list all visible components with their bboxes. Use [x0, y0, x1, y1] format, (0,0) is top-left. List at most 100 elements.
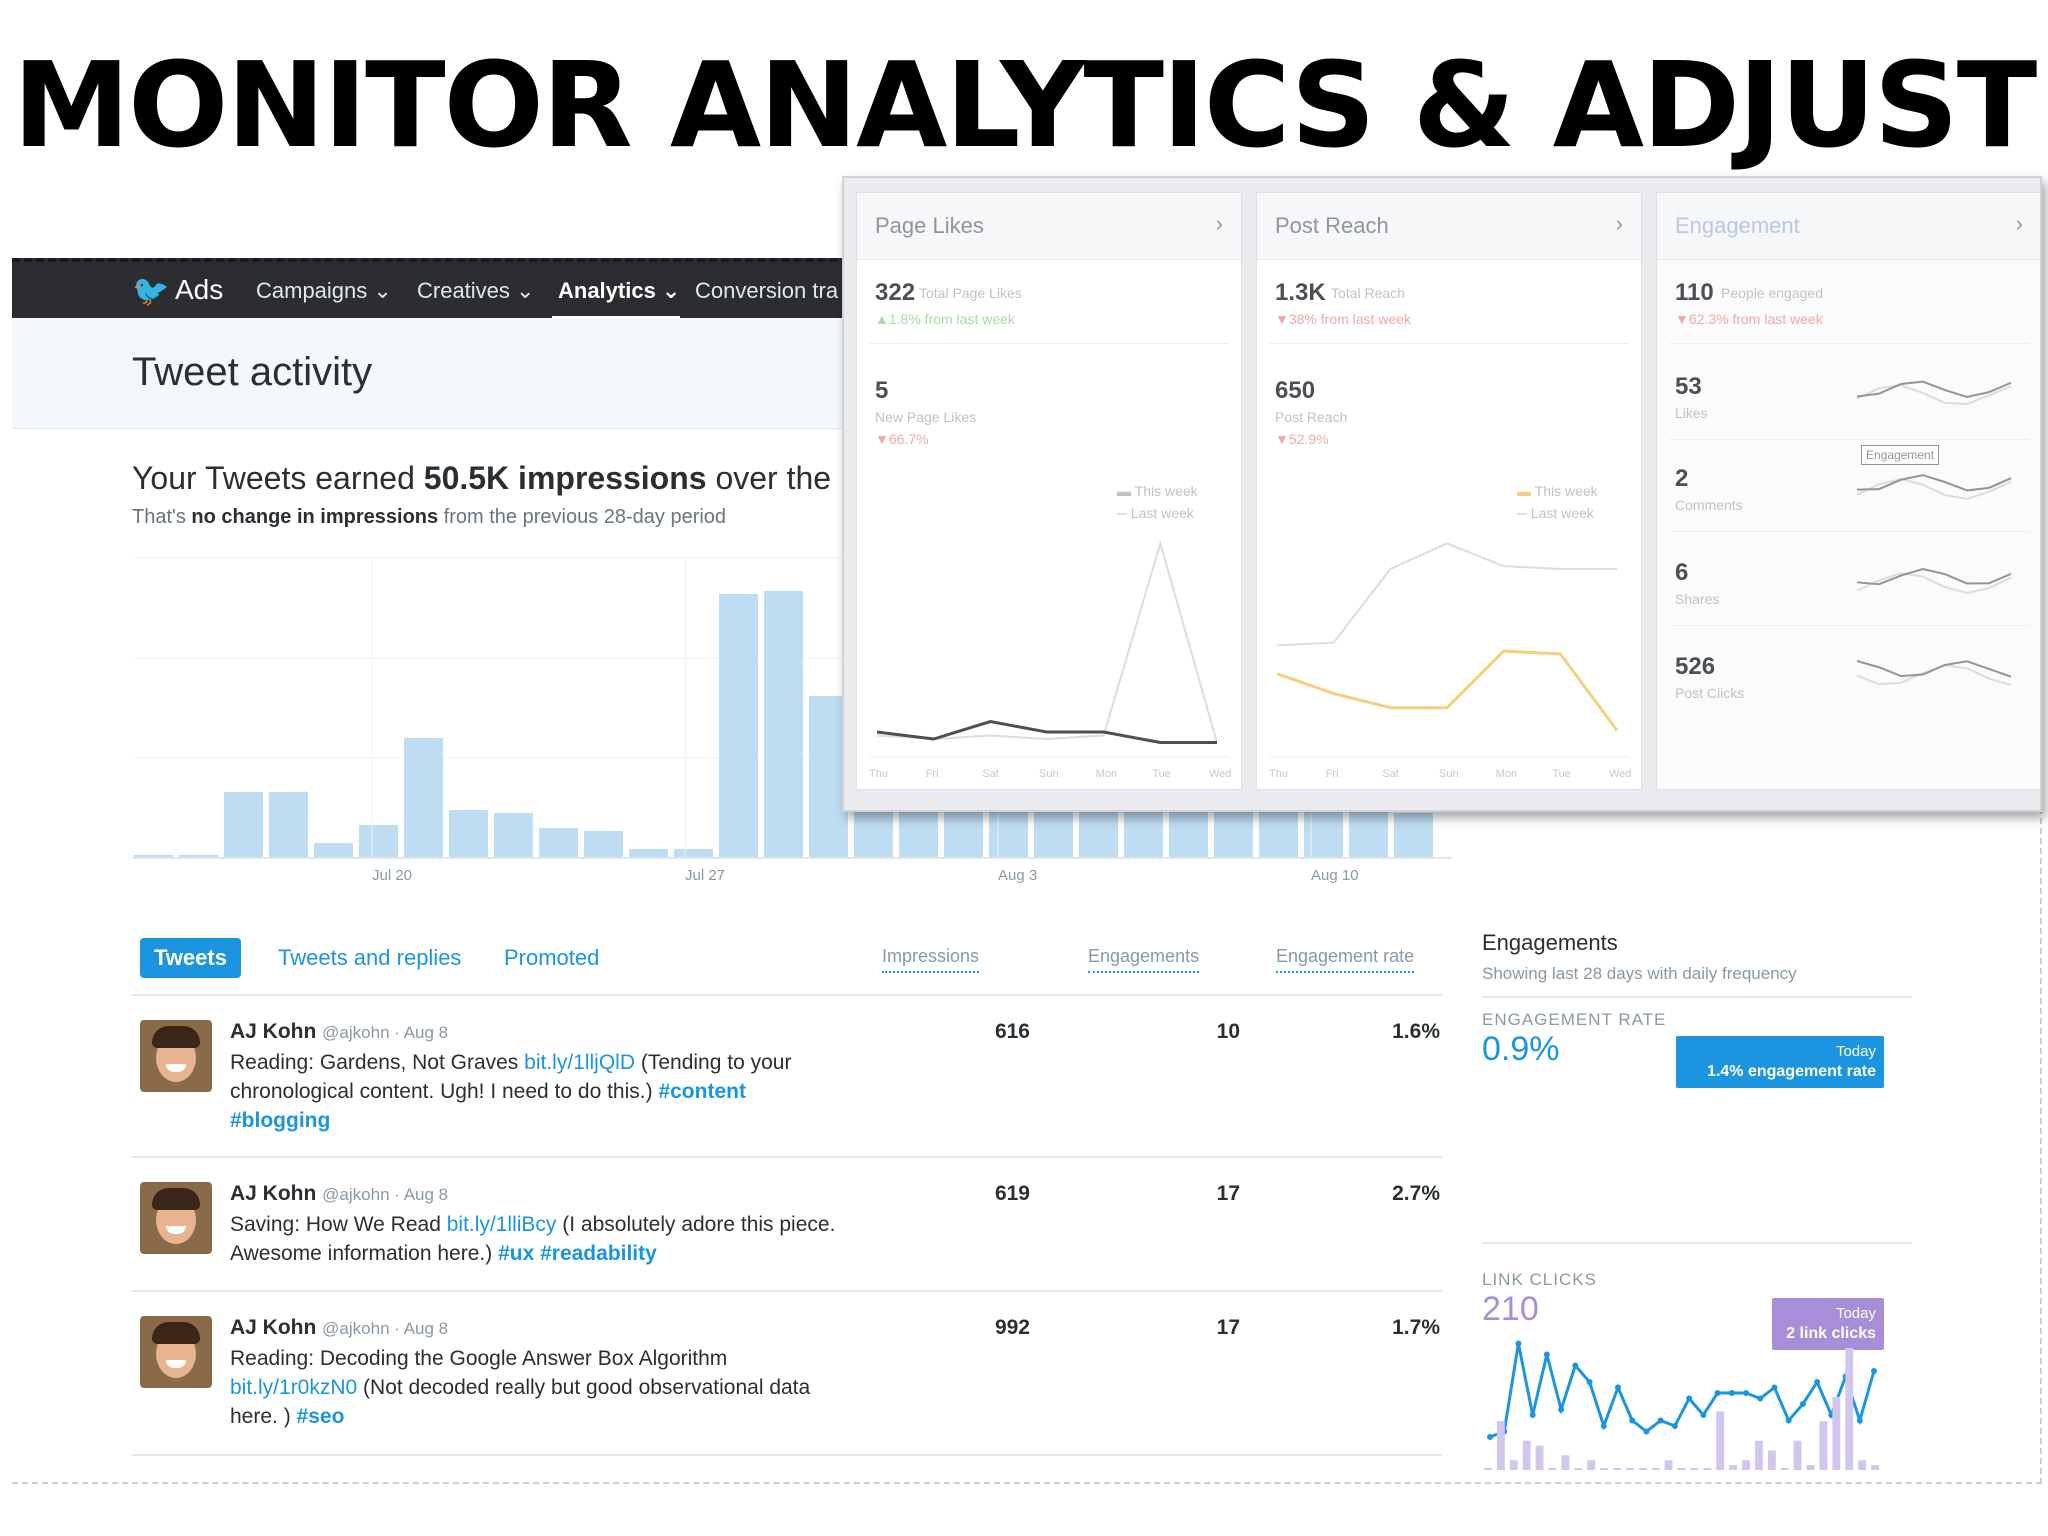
avatar[interactable]	[140, 1020, 212, 1092]
likes-count: 53	[1675, 373, 1702, 400]
summary-post: over the	[706, 460, 832, 496]
engagement-rate-point	[1615, 1384, 1621, 1391]
chevron-right-icon[interactable]: ›	[2015, 211, 2023, 236]
twitter-bird-icon[interactable]: 🐦	[132, 275, 170, 308]
engagements-subtitle: Showing last 28 days with daily frequenc…	[1482, 964, 1797, 983]
impressions-bar	[269, 792, 308, 858]
nav-conversion-tracking[interactable]: Conversion tra	[695, 278, 839, 303]
avatar[interactable]	[140, 1182, 212, 1254]
x-tick-label: Aug 10	[1311, 867, 1359, 884]
impressions-bar	[1169, 804, 1208, 858]
nav-creatives[interactable]: Creatives ⌄	[417, 278, 535, 303]
total-page-likes: 322	[875, 279, 916, 306]
engagement-rate-point	[1643, 1428, 1650, 1435]
engagement-rate-point	[1600, 1423, 1607, 1429]
avatar[interactable]	[140, 1316, 212, 1388]
impressions-bar	[359, 825, 398, 858]
chevron-right-icon[interactable]: ›	[1215, 211, 1223, 236]
tweet-author[interactable]: AJ Kohn @ajkohn · Aug 8	[230, 1182, 449, 1205]
last-week-line	[876, 539, 1218, 743]
new-page-likes-label: New Page Likes	[875, 409, 977, 425]
post-clicks-count: 526	[1675, 653, 1716, 680]
impressions-bar	[224, 792, 263, 858]
sparkline-this-week	[1856, 380, 2012, 398]
tweet-link[interactable]: bit.ly/1lljQlD	[524, 1051, 636, 1074]
sparkline-last-week	[1856, 572, 2012, 595]
tweet-engagement-rate: 1.7%	[1392, 1316, 1440, 1339]
x-tick-label: Wed	[1209, 768, 1231, 780]
link-clicks-bar	[1871, 1465, 1879, 1470]
card-header[interactable]: Page Likes ›	[857, 193, 1241, 260]
tweet-author[interactable]: AJ Kohn @ajkohn · Aug 8	[230, 1316, 449, 1339]
link-clicks-bar	[1703, 1468, 1712, 1470]
x-tick-label: Wed	[1609, 768, 1631, 780]
tweet-engagements: 10	[1216, 1020, 1240, 1043]
engagement-rate-point	[1529, 1412, 1536, 1418]
card-page-likes[interactable]: Page Likes › 322 Total Page Likes ▲1.8% …	[856, 192, 1242, 790]
divider	[1482, 996, 1912, 998]
card-header[interactable]: Engagement ›	[1657, 193, 2040, 260]
impressions-bar	[584, 831, 623, 858]
link-clicks-bar	[1819, 1421, 1828, 1470]
card-engagement[interactable]: Engagement › 110 People engaged ▼62.3% f…	[1656, 192, 2040, 790]
nav-analytics[interactable]: Analytics ⌄	[558, 278, 681, 303]
x-tick-label: Mon	[1096, 768, 1117, 780]
tab-promoted[interactable]: Promoted	[504, 945, 600, 970]
link-clicks-bar	[1742, 1460, 1750, 1470]
post-reach-label: Post Reach	[1275, 409, 1348, 425]
x-tick-label: Aug 3	[998, 867, 1037, 884]
col-impressions[interactable]: Impressions	[882, 946, 980, 973]
post-reach: 650	[1275, 377, 1316, 404]
tweet-link[interactable]: bit.ly/1r0kzN0	[230, 1376, 358, 1399]
impressions-bar	[989, 804, 1028, 858]
tweet-hashtags[interactable]: #seo	[296, 1405, 345, 1428]
link-clicks-bar	[1548, 1468, 1557, 1470]
tab-tweets-and-replies[interactable]: Tweets and replies	[278, 945, 462, 970]
engagements-title: Engagements	[1482, 930, 1618, 955]
tweet-hashtags[interactable]: #ux #readability	[498, 1242, 657, 1265]
tweet-impressions: 619	[994, 1182, 1030, 1205]
x-tick-label: Fri	[1326, 768, 1339, 780]
engagement-rate-value: 0.9%	[1482, 1030, 1560, 1068]
page-likes-change: ▲1.8% from last week	[875, 311, 1015, 327]
tweet-engagements: 17	[1216, 1182, 1240, 1205]
link-clicks-bar	[1754, 1440, 1763, 1470]
tweet-hashtags[interactable]: #content #blogging	[230, 1080, 746, 1132]
engagement-rate-point	[1558, 1406, 1565, 1413]
x-tick-label: Mon	[1496, 768, 1517, 780]
post-clicks-label: Post Clicks	[1675, 685, 1745, 701]
subsum-post: from the previous 28-day period	[438, 506, 727, 528]
engagement-rate-point	[1572, 1362, 1579, 1369]
link-clicks-bar	[1561, 1455, 1570, 1470]
tweet-author[interactable]: AJ Kohn @ajkohn · Aug 8	[230, 1020, 449, 1043]
card-title: Page Likes	[875, 213, 984, 238]
nav-campaigns[interactable]: Campaigns ⌄	[256, 278, 392, 303]
last-week-line	[1276, 542, 1617, 647]
tweet-engagement-rate: 1.6%	[1392, 1020, 1440, 1043]
legend-this-week: ▬ This week	[1117, 483, 1198, 499]
engagement-rate-point	[1487, 1434, 1493, 1440]
impressions-bar	[539, 828, 578, 858]
comments-count: 2	[1675, 465, 1689, 492]
link-clicks-bar	[1664, 1460, 1673, 1470]
x-tick-label: Jul 20	[372, 867, 412, 884]
card-header[interactable]: Post Reach ›	[1257, 193, 1641, 260]
impressions-bar	[1214, 810, 1253, 858]
tweet-link[interactable]: bit.ly/1lliBcy	[446, 1213, 557, 1236]
col-engagement-rate[interactable]: Engagement rate	[1276, 946, 1415, 973]
ads-label[interactable]: Ads	[175, 274, 224, 305]
engagement-rate-point	[1728, 1390, 1735, 1396]
tab-tweets[interactable]: Tweets	[140, 938, 241, 978]
engagement-rate-point	[1515, 1340, 1522, 1347]
engagement-rate-point	[1771, 1384, 1778, 1391]
col-engagements[interactable]: Engagements	[1088, 946, 1200, 973]
chevron-right-icon[interactable]: ›	[1615, 211, 1623, 236]
impressions-bar	[449, 810, 488, 858]
link-clicks-bar	[1509, 1460, 1518, 1470]
x-tick-label: Jul 27	[685, 867, 725, 884]
link-clicks-bar	[1832, 1396, 1841, 1470]
link-clicks-bar	[1793, 1440, 1802, 1470]
card-post-reach[interactable]: Post Reach › 1.3K Total Reach ▼38% from …	[1256, 192, 1642, 790]
page-likes-line-chart: Thu Fri Sat Sun Mon Tue Wed	[869, 539, 1231, 780]
link-clicks-bar	[1625, 1468, 1634, 1470]
